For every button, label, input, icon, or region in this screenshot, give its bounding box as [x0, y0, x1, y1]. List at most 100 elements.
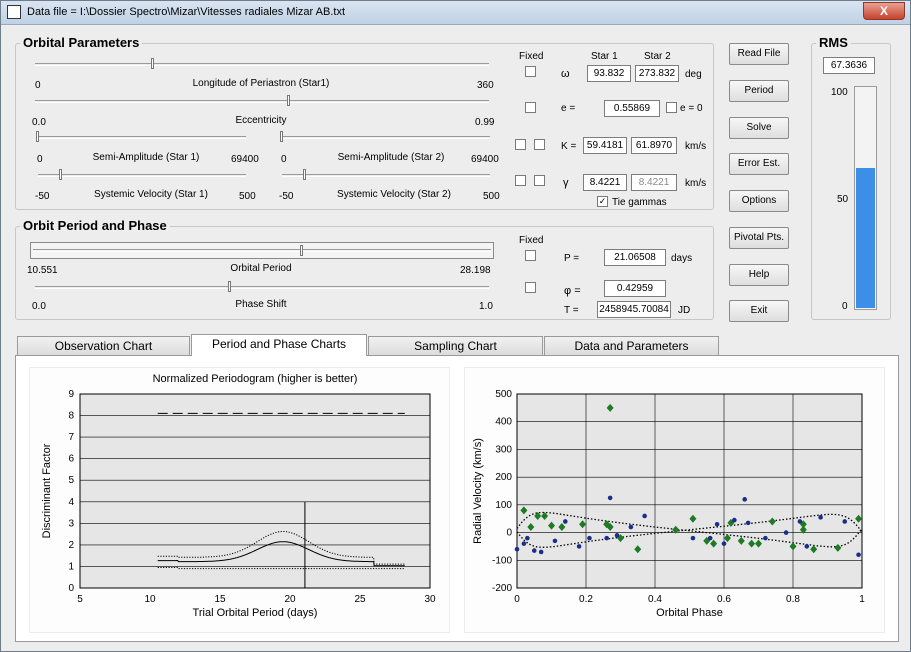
- omega-unit: deg: [685, 69, 702, 80]
- orbital-period-slider[interactable]: [30, 242, 494, 259]
- tab-data-parameters[interactable]: Data and Parameters: [544, 336, 719, 355]
- phase-point-star2: [723, 534, 731, 543]
- phase-point-star1: [521, 541, 527, 546]
- phase-point-star1: [707, 535, 713, 541]
- phase-fixed-checkbox[interactable]: [525, 282, 536, 293]
- phase-point-star2: [606, 403, 614, 412]
- periodogram-xtick: 10: [144, 594, 156, 605]
- phase-point-star2: [520, 506, 528, 515]
- gamma-star2-field: 8.4221: [631, 174, 677, 191]
- period-fixed-label: Fixed: [519, 235, 544, 246]
- semi-amplitude-2-thumb[interactable]: [280, 131, 283, 142]
- options-button[interactable]: Options: [729, 190, 789, 212]
- phase-point-star1: [628, 524, 634, 530]
- semi-amplitude-1-slider[interactable]: [38, 136, 246, 139]
- periodogram-xtick: 5: [77, 594, 83, 605]
- rms-level-bar: [854, 86, 877, 310]
- phase-shift-slider[interactable]: [35, 286, 489, 289]
- k-star1-field[interactable]: 59.4181: [583, 137, 627, 154]
- k-star2-field[interactable]: 61.8970: [631, 137, 677, 154]
- periastron-slider-thumb[interactable]: [151, 58, 155, 69]
- phase-point-star1: [804, 544, 810, 549]
- phase-point-star2: [689, 514, 697, 523]
- phase-shift-thumb[interactable]: [228, 281, 232, 292]
- phase-frame: 500 400 300 200 100 0 -100 -200 0 0.2 0.4 0.6 0.8 1 Or…: [464, 367, 885, 633]
- e-fixed-checkbox[interactable]: [525, 102, 536, 113]
- systemic-velocity-2-slider[interactable]: [282, 174, 490, 177]
- orbital-parameters-title: Orbital Parameters: [20, 35, 143, 50]
- t-symbol: T =: [564, 305, 579, 316]
- phase-point-star1: [690, 535, 696, 541]
- period-button[interactable]: Period: [729, 80, 789, 102]
- periodogram-ytick: 3: [68, 518, 74, 529]
- k-symbol: K =: [561, 141, 577, 152]
- periodogram-ytick: 8: [68, 411, 74, 422]
- omega-star1-field[interactable]: 93.832: [587, 65, 631, 82]
- phase-point-star1: [642, 513, 647, 519]
- e-zero-checkbox[interactable]: [666, 102, 677, 113]
- error-est-button[interactable]: Error Est.: [729, 153, 789, 175]
- systemic-velocity-1-thumb[interactable]: [58, 169, 62, 180]
- phase-point-star1: [842, 519, 848, 524]
- exit-button[interactable]: Exit: [729, 300, 789, 322]
- phase-ytick: 200: [495, 472, 512, 483]
- phase-point-star2: [579, 520, 587, 529]
- star2-header: Star 2: [644, 51, 671, 62]
- phase-point-star1: [531, 548, 537, 553]
- omega-fixed-checkbox[interactable]: [525, 66, 536, 77]
- gamma1-fixed-checkbox[interactable]: [515, 175, 526, 186]
- close-button[interactable]: X: [863, 2, 905, 20]
- tie-gammas-checkbox[interactable]: ✓: [597, 196, 608, 207]
- phase-xtick: 0.2: [579, 594, 593, 605]
- phase-ylabel: Radial Velocity (km/s): [472, 438, 484, 544]
- semi1-max: 69400: [231, 154, 259, 165]
- periastron-slider[interactable]: [35, 63, 489, 66]
- phase-xtick: 0: [514, 594, 520, 605]
- pivotal-points-button[interactable]: Pivotal Pts.: [729, 227, 789, 249]
- orbital-period-thumb[interactable]: [300, 245, 304, 256]
- semi2-label: Semi-Amplitude (Star 2): [337, 152, 445, 163]
- semi2-max: 69400: [471, 154, 499, 165]
- phase-point-star2: [789, 542, 797, 551]
- k2-fixed-checkbox[interactable]: [534, 139, 545, 150]
- periodogram-chart: 0 1 2 3 4 5 6 7 8 9 5 10 15 20 25 30 Normalized Periodog…: [41, 373, 436, 619]
- phase-point-star1: [552, 538, 558, 544]
- phase-point-star1: [797, 519, 803, 524]
- gamma-star1-field[interactable]: 8.4221: [583, 174, 627, 191]
- phase-point-star1: [714, 521, 720, 527]
- systemic-velocity-1-slider[interactable]: [38, 174, 246, 177]
- eccentricity-slider-thumb[interactable]: [287, 95, 291, 106]
- phase-point-star1: [732, 517, 737, 523]
- rms-title: RMS: [816, 35, 851, 50]
- eccentricity-field[interactable]: 0.55869: [604, 100, 660, 117]
- phase-xlabel: Orbital Phase: [656, 607, 723, 619]
- phase-xtick: 0.8: [786, 594, 800, 605]
- k1-fixed-checkbox[interactable]: [515, 139, 526, 150]
- phase-field[interactable]: 0.42959: [604, 280, 666, 297]
- tab-observation-chart[interactable]: Observation Chart: [17, 336, 190, 355]
- tab-period-phase-charts[interactable]: Period and Phase Charts: [191, 334, 367, 356]
- gamma2-fixed-checkbox[interactable]: [534, 175, 545, 186]
- epoch-field[interactable]: 2458945.70084: [597, 301, 671, 318]
- periodogram-xtick: 15: [214, 594, 226, 605]
- tab-sampling-chart[interactable]: Sampling Chart: [368, 336, 543, 355]
- omega-star2-field[interactable]: 273.832: [635, 65, 679, 82]
- phase-point-star2: [710, 539, 718, 548]
- semi-amplitude-2-slider[interactable]: [282, 136, 490, 139]
- phase-point-star2: [617, 534, 624, 543]
- solve-button[interactable]: Solve: [729, 117, 789, 139]
- read-file-button[interactable]: Read File: [729, 43, 789, 65]
- semi-amplitude-1-thumb[interactable]: [36, 131, 39, 142]
- phase-point-star2: [727, 518, 735, 527]
- help-button[interactable]: Help: [729, 264, 789, 286]
- periodogram-curve: [157, 567, 405, 570]
- tie-gammas-label: Tie gammas: [612, 197, 667, 208]
- semi2-min: 0: [281, 154, 287, 165]
- eccentricity-slider[interactable]: [35, 100, 489, 103]
- title-bar[interactable]: Data file = I:\Dossier Spectro\Mizar\Vit…: [1, 1, 910, 25]
- systemic-velocity-2-thumb[interactable]: [302, 169, 306, 180]
- phase-ytick: 100: [495, 500, 512, 511]
- sysvel1-min: -50: [35, 191, 50, 202]
- period-fixed-checkbox[interactable]: [525, 250, 536, 261]
- period-field[interactable]: 21.06508: [604, 249, 666, 266]
